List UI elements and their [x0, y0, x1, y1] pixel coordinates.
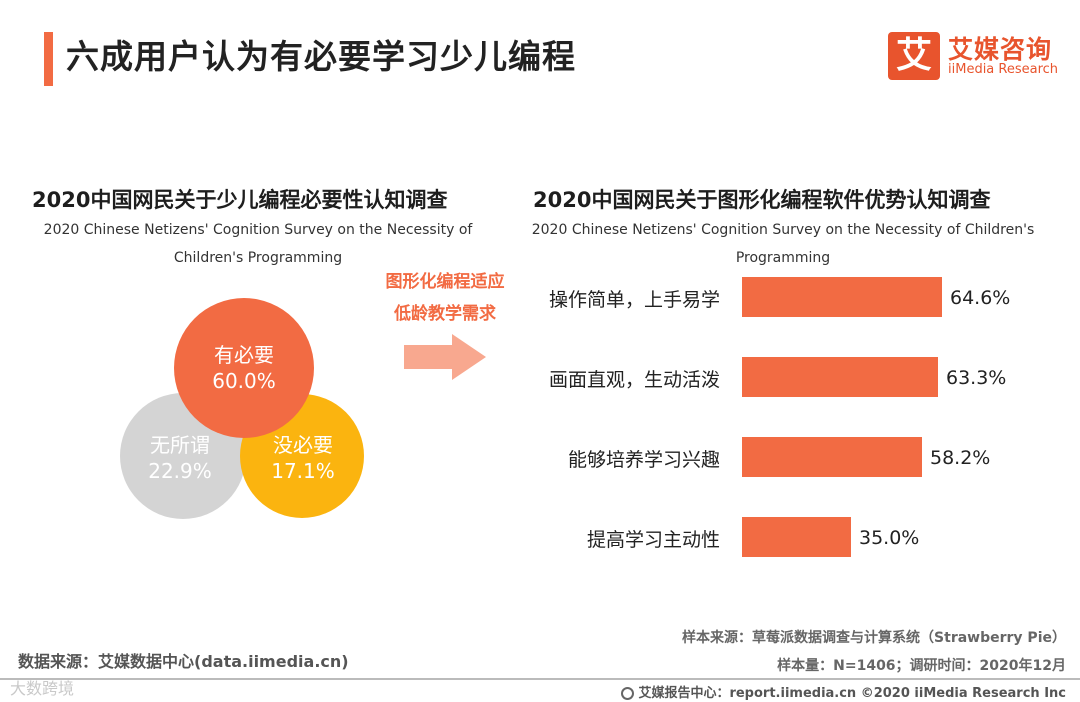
title-accent-bar: [44, 32, 53, 86]
bar: [742, 437, 922, 477]
left-chart-subtitle: 2020 Chinese Netizens' Cognition Survey …: [43, 222, 473, 266]
bar-value-label: 58.2%: [930, 447, 991, 469]
page-title: 六成用户认为有必要学习少儿编程: [66, 37, 576, 76]
right-arrow-icon: [404, 334, 486, 380]
label-youbiyao-name: 有必要: [214, 343, 274, 367]
label-wusuowei-value: 22.9%: [148, 459, 212, 483]
bar-category-label: 操作简单，上手易学: [548, 289, 720, 311]
right-chart-subtitle: 2020 Chinese Netizens' Cognition Survey …: [531, 222, 1035, 266]
label-youbiyao-value: 60.0%: [212, 369, 276, 393]
necessity-circles-chart: 有必要 60.0% 无所谓 22.9% 没必要 17.1%: [120, 298, 364, 519]
footer-report-text: 艾媒报告中心：report.iimedia.cn ©2020 iiMedia R…: [638, 686, 1066, 701]
label-meibiyao-value: 17.1%: [271, 459, 335, 483]
bar-value-label: 64.6%: [950, 287, 1011, 309]
right-chart-title: 2020中国网民关于图形化编程软件优势认知调查: [533, 188, 991, 212]
sample-size: 样本量：N=1406；调研时间：2020年12月: [777, 658, 1066, 674]
logo-en-text: iiMedia Research: [948, 62, 1059, 77]
arrow-caption-line2: 低龄教学需求: [394, 304, 496, 324]
arrow-caption: 图形化编程适应 低龄教学需求: [370, 266, 520, 330]
globe-icon: [621, 687, 635, 700]
watermark: 大数跨境: [10, 679, 75, 698]
footer-divider: [0, 678, 1080, 680]
circle-youbiyao: [174, 298, 314, 438]
sample-source: 样本来源：草莓派数据调查与计算系统（Strawberry Pie）: [682, 630, 1066, 646]
bar: [742, 357, 938, 397]
data-source: 数据来源：艾媒数据中心(data.iimedia.cn): [18, 652, 349, 671]
logo-mark: 艾: [888, 32, 940, 80]
bar-category-label: 能够培养学习兴趣: [567, 449, 720, 471]
bar-category-label: 提高学习主动性: [586, 529, 720, 551]
bar-value-label: 35.0%: [859, 527, 920, 549]
bar: [742, 277, 942, 317]
footer-report: 艾媒报告中心：report.iimedia.cn ©2020 iiMedia R…: [621, 682, 1066, 701]
label-meibiyao-name: 没必要: [273, 433, 333, 457]
iimedia-logo: 艾 艾媒咨询 iiMedia Research: [888, 30, 1068, 82]
bar-category-label: 画面直观，生动活泼: [548, 369, 720, 391]
arrow-caption-line1: 图形化编程适应: [385, 272, 505, 292]
logo-cn-text: 艾媒咨询: [948, 35, 1053, 64]
bar-value-label: 63.3%: [946, 367, 1007, 389]
label-wusuowei-name: 无所谓: [150, 433, 210, 457]
left-chart-title: 2020中国网民关于少儿编程必要性认知调查: [32, 188, 448, 212]
bar: [742, 517, 851, 557]
